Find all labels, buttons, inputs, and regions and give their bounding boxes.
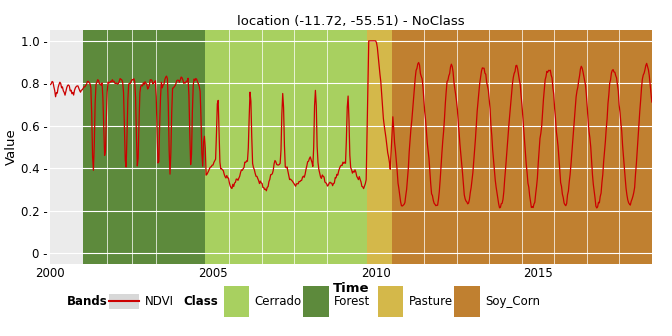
Bar bbox=[205, 30, 368, 264]
Text: Forest: Forest bbox=[334, 295, 370, 308]
Bar bbox=[392, 30, 652, 264]
Text: NDVI: NDVI bbox=[144, 295, 173, 308]
Title: location (-11.72, -55.51) - NoClass: location (-11.72, -55.51) - NoClass bbox=[237, 15, 465, 28]
Bar bbox=[83, 30, 205, 264]
Y-axis label: Value: Value bbox=[5, 129, 18, 165]
Text: Bands: Bands bbox=[67, 295, 108, 308]
Text: Pasture: Pasture bbox=[409, 295, 453, 308]
FancyBboxPatch shape bbox=[303, 286, 329, 317]
X-axis label: Time: Time bbox=[333, 282, 370, 295]
Text: Cerrado: Cerrado bbox=[255, 295, 302, 308]
FancyBboxPatch shape bbox=[109, 294, 139, 309]
Text: Soy_Corn: Soy_Corn bbox=[485, 295, 540, 308]
FancyBboxPatch shape bbox=[224, 286, 249, 317]
Bar bbox=[368, 30, 392, 264]
Text: Class: Class bbox=[183, 295, 218, 308]
FancyBboxPatch shape bbox=[454, 286, 480, 317]
FancyBboxPatch shape bbox=[378, 286, 403, 317]
